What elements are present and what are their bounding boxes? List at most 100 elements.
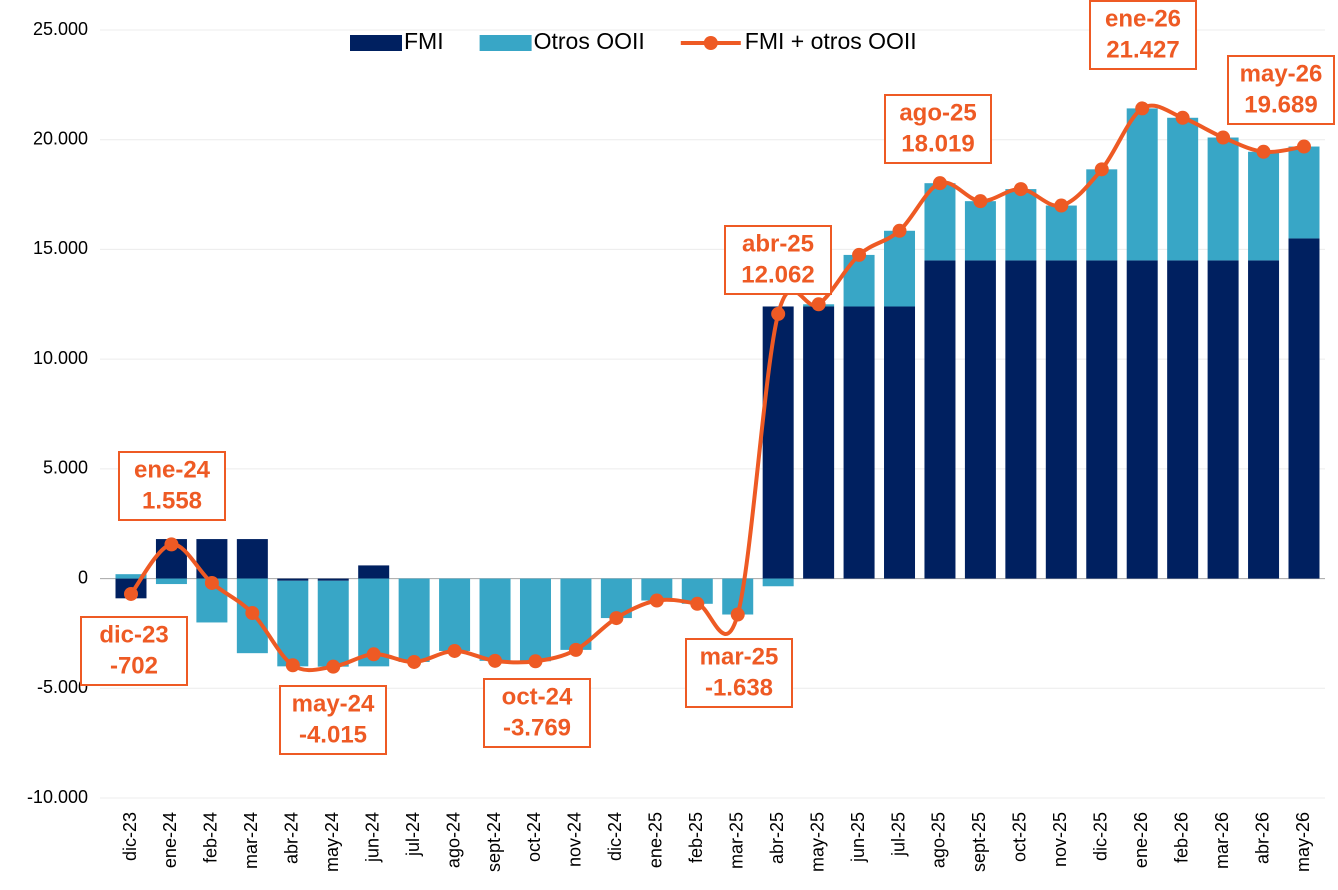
annotation-box: [884, 94, 992, 164]
bar: [1005, 189, 1037, 261]
x-tick-label: ene-26: [1131, 812, 1151, 868]
line-marker: [407, 654, 422, 669]
bar: [560, 578, 592, 650]
line-marker: [285, 658, 300, 673]
x-tick-label: abr-24: [282, 812, 302, 864]
x-tick-label: feb-26: [1171, 812, 1191, 863]
x-tick-label: mar-24: [241, 812, 261, 869]
line-marker: [1135, 101, 1150, 116]
bar: [803, 306, 835, 579]
line-marker: [811, 297, 826, 312]
line-marker: [164, 537, 179, 552]
x-tick-label: ene-24: [160, 812, 180, 868]
legend-swatch: [703, 36, 718, 50]
line-marker: [1013, 182, 1028, 197]
x-tick-label: jun-24: [362, 812, 382, 863]
line-marker: [1175, 110, 1190, 125]
bar: [1045, 205, 1077, 261]
bar: [924, 183, 956, 261]
line-marker: [932, 176, 947, 191]
bar: [1086, 260, 1118, 579]
y-tick-label: -10.000: [27, 787, 88, 807]
x-tick-label: dic-24: [605, 812, 625, 861]
line-marker: [568, 642, 583, 657]
line-marker: [204, 575, 219, 590]
annotation-date: ene-24: [134, 456, 211, 483]
bar: [843, 306, 875, 579]
y-tick-label: 25.000: [33, 19, 88, 39]
line-marker: [690, 596, 705, 611]
x-tick-label: oct-25: [1010, 812, 1030, 862]
bar: [1248, 260, 1280, 579]
bar: [1288, 238, 1320, 579]
annotation: may-26 19.689: [1227, 55, 1335, 125]
annotation: abr-25 12.062: [724, 225, 832, 295]
annotation-date: may-26: [1240, 60, 1323, 87]
x-tick-label: jul-25: [888, 812, 908, 857]
bar: [358, 565, 390, 579]
annotation-value: 12.062: [741, 261, 814, 288]
bar: [924, 260, 956, 579]
annotation: ago-25 18.019: [884, 94, 992, 164]
bar: [1167, 117, 1199, 261]
x-tick-label: mar-25: [726, 812, 746, 869]
bar: [236, 539, 268, 579]
bar: [479, 578, 511, 661]
x-tick-label: nov-25: [1050, 812, 1070, 867]
x-tick-label: jun-25: [848, 812, 868, 863]
line-marker: [771, 306, 786, 321]
x-tick-label: ago-24: [443, 812, 463, 868]
legend-label: Otros OOII: [534, 28, 645, 54]
x-tick-label: may-25: [807, 812, 827, 872]
bar: [1167, 260, 1199, 579]
bar: [1207, 137, 1239, 261]
annotation-value: -3.769: [503, 714, 571, 741]
annotation-date: ene-26: [1105, 5, 1181, 32]
legend-label: FMI + otros OOII: [745, 28, 917, 54]
bar: [762, 306, 794, 579]
line-marker: [1054, 198, 1069, 213]
line-marker: [973, 194, 988, 209]
annotation-value: -1.638: [705, 674, 773, 701]
bar: [964, 260, 996, 579]
annotation: oct-24 -3.769: [483, 678, 591, 748]
y-tick-label: 5.000: [43, 458, 88, 478]
line-marker: [528, 654, 543, 669]
line-marker: [326, 659, 341, 674]
x-tick-label: oct-24: [524, 812, 544, 862]
bar: [1126, 108, 1158, 261]
annotation: ene-26 21.427: [1089, 0, 1197, 70]
annotation: dic-23 -702: [80, 616, 188, 686]
line-marker: [852, 247, 867, 262]
annotation-box: [1089, 0, 1197, 70]
legend-swatch: [350, 35, 402, 51]
bar: [115, 574, 147, 579]
bar: [277, 578, 309, 581]
x-tick-label: abr-25: [767, 812, 787, 864]
y-tick-label: 15.000: [33, 238, 88, 258]
annotation-box: [724, 225, 832, 295]
x-tick-label: may-24: [322, 812, 342, 872]
bar: [1045, 260, 1077, 579]
annotation-date: mar-25: [700, 643, 779, 670]
y-tick-label: -5.000: [37, 677, 88, 697]
x-tick-label: feb-25: [686, 812, 706, 863]
line-marker: [1094, 162, 1109, 177]
annotation-date: ago-25: [899, 99, 976, 126]
x-tick-label: mar-26: [1212, 812, 1232, 869]
annotation-date: may-24: [292, 690, 375, 717]
line-marker: [1297, 139, 1311, 154]
x-tick-label: ago-25: [929, 812, 949, 868]
annotation-box: [80, 616, 188, 686]
line-marker: [730, 607, 745, 622]
bar: [317, 578, 349, 581]
annotation-value: -4.015: [299, 721, 367, 748]
legend-swatch: [479, 35, 532, 51]
bar: [317, 580, 349, 667]
annotation-value: 19.689: [1244, 91, 1317, 118]
x-tick-label: sept-25: [969, 812, 989, 872]
x-tick-label: abr-26: [1252, 812, 1272, 864]
bar: [964, 201, 996, 261]
bar: [1126, 260, 1158, 579]
